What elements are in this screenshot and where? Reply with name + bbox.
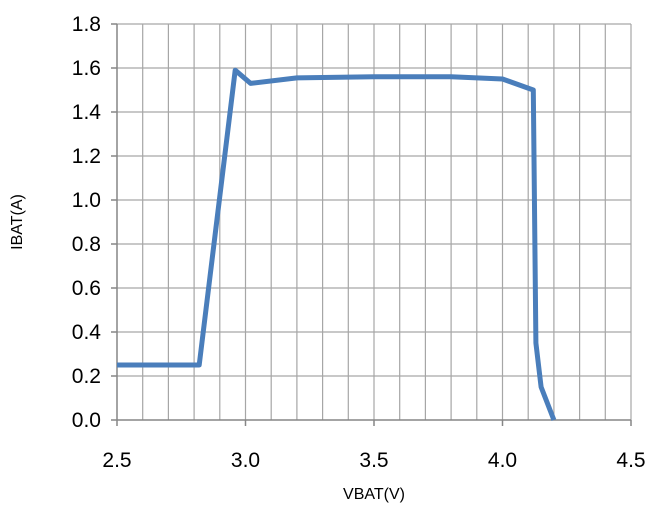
y-tick-label: 0.8	[72, 233, 101, 256]
tick-labels: 0.0 0.2 0.4 0.6 0.8 1.0 1.2 1.4 1.6 1.8 2.5 3.0 3.5 4…	[72, 13, 646, 472]
y-tick-label: 1.0	[72, 189, 101, 212]
y-tick-label: 0.2	[72, 365, 101, 388]
series-line	[117, 70, 554, 420]
grid	[117, 24, 631, 420]
x-tick-label: 4.0	[488, 449, 517, 472]
x-axis-title: VBAT(V)	[343, 486, 405, 503]
x-tick-label: 3.5	[359, 449, 388, 472]
y-tick-label: 0.0	[72, 409, 101, 432]
x-tick-label: 4.5	[616, 449, 645, 472]
y-tick-label: 1.6	[72, 57, 101, 80]
y-tick-label: 0.6	[72, 277, 101, 300]
y-axis-title: IBAT(A)	[9, 194, 26, 250]
y-tick-label: 0.4	[72, 321, 102, 344]
series-layer	[117, 70, 554, 420]
x-tick-label: 2.5	[102, 449, 131, 472]
y-tick-label: 1.8	[72, 13, 101, 36]
x-tick-label: 3.0	[231, 449, 260, 472]
y-tick-label: 1.4	[72, 101, 102, 124]
y-tick-label: 1.2	[72, 145, 101, 168]
